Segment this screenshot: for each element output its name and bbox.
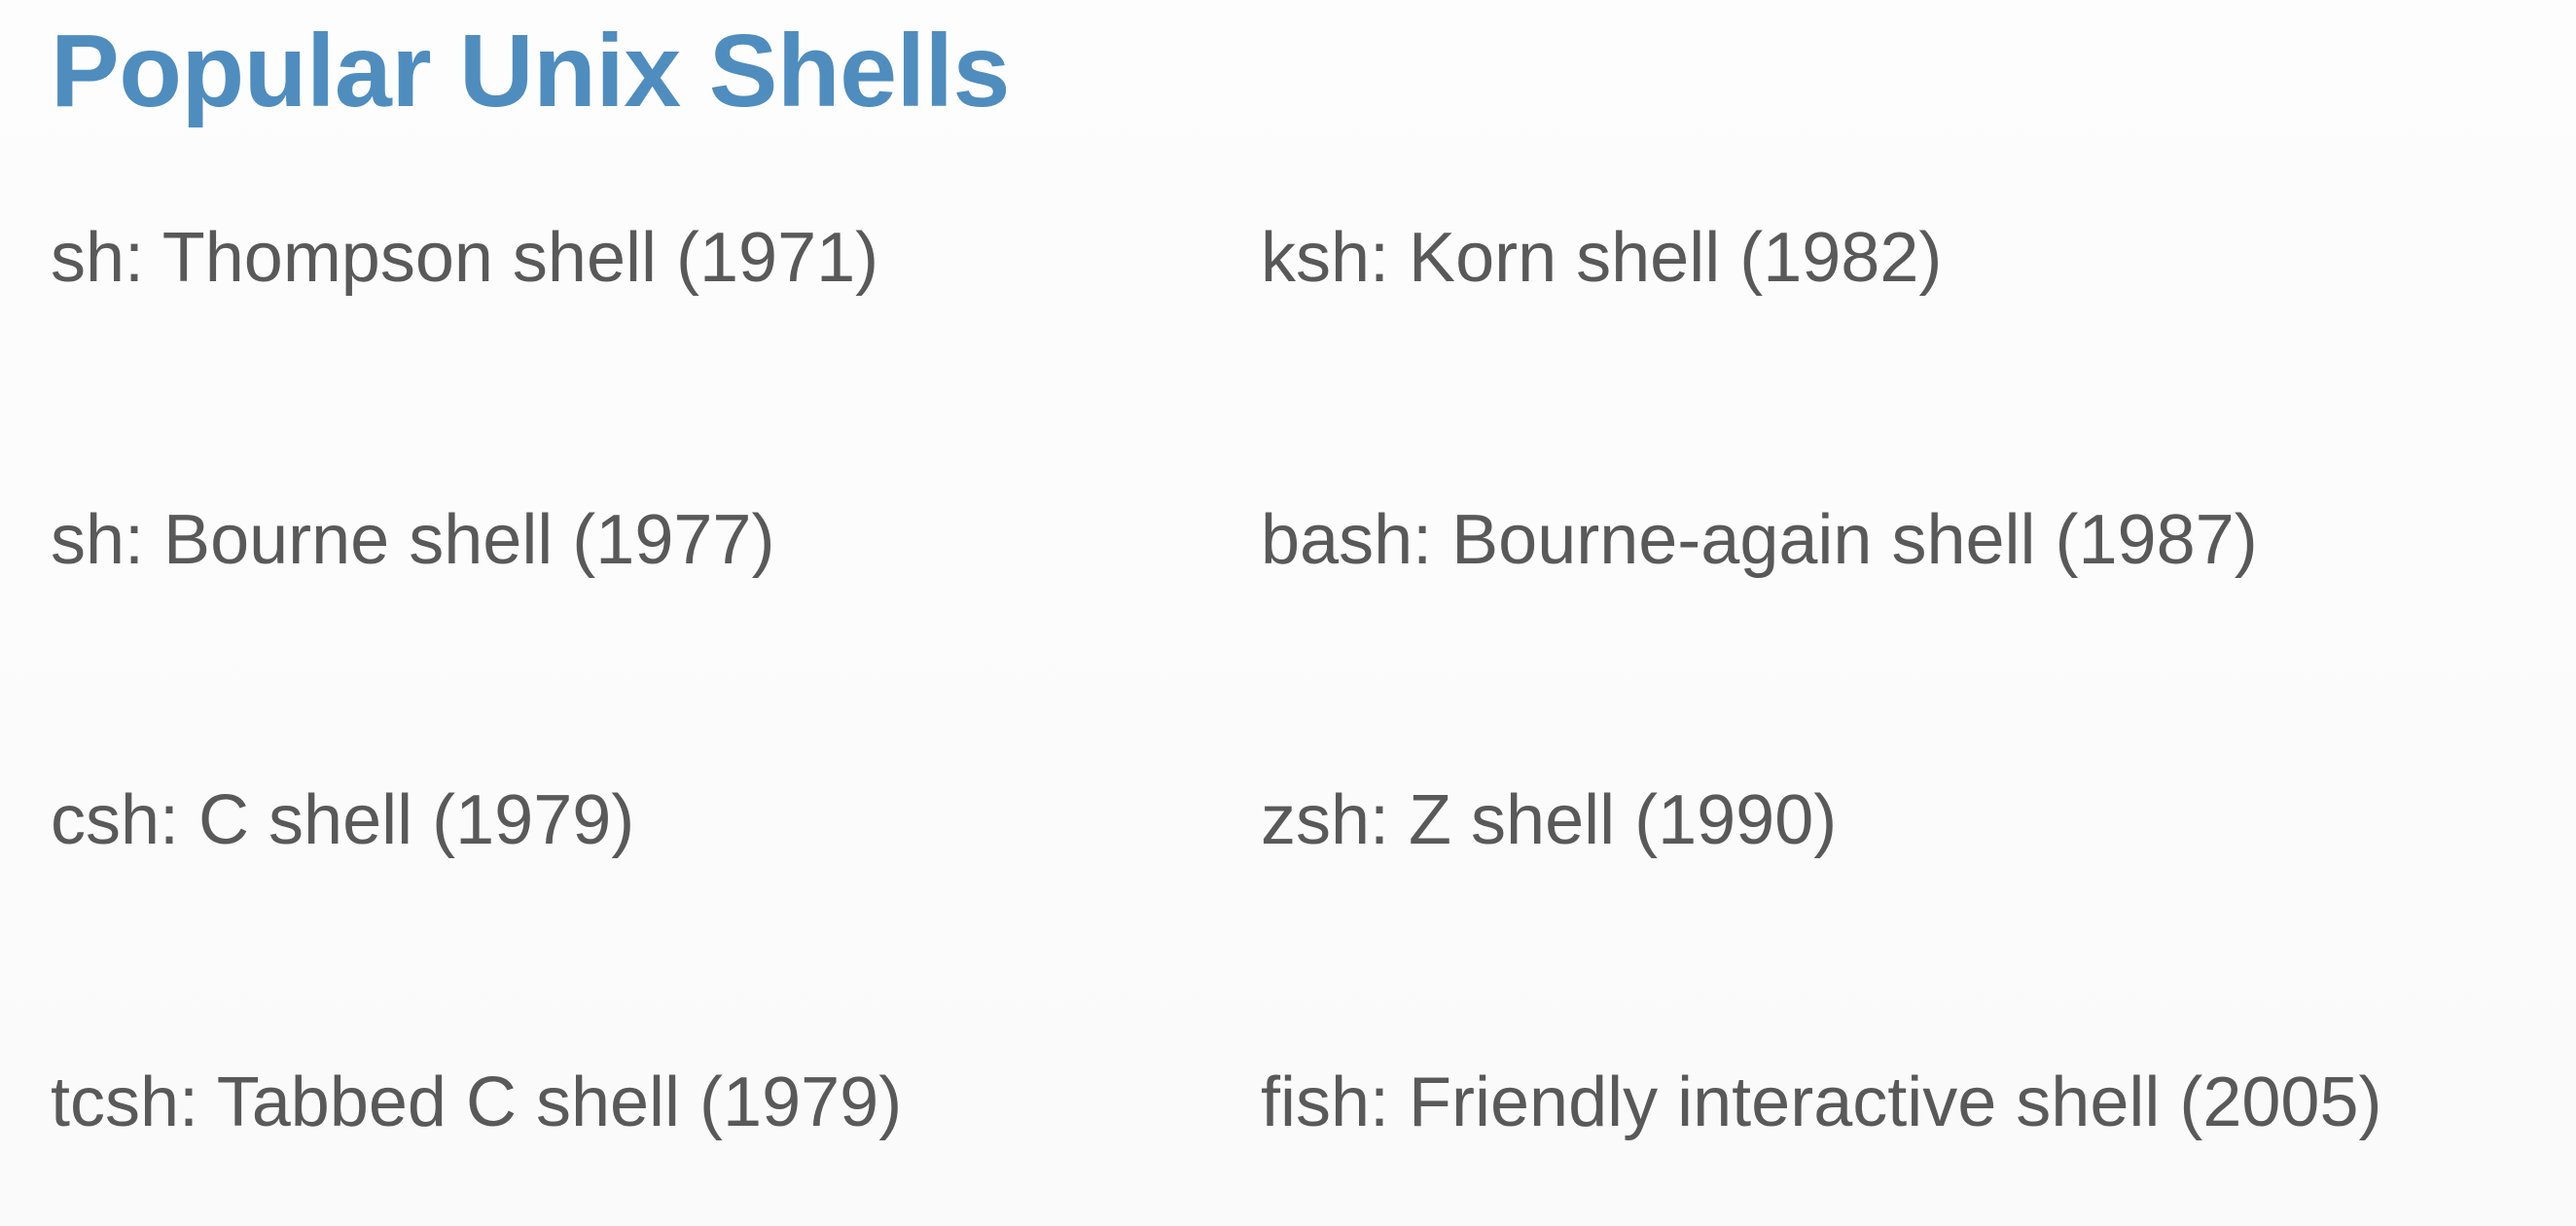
shell-item-sh-thompson: sh: Thompson shell (1971) — [51, 219, 879, 297]
shell-item-zsh: zsh: Z shell (1990) — [1261, 781, 1838, 859]
slide-title: Popular Unix Shells — [51, 14, 1010, 128]
shell-item-bash: bash: Bourne-again shell (1987) — [1261, 501, 2258, 579]
shell-item-csh: csh: C shell (1979) — [51, 781, 635, 859]
shell-item-sh-bourne: sh: Bourne shell (1977) — [51, 501, 775, 579]
shell-item-ksh: ksh: Korn shell (1982) — [1261, 219, 1943, 297]
shell-item-tcsh: tcsh: Tabbed C shell (1979) — [51, 1064, 903, 1141]
shell-item-fish: fish: Friendly interactive shell (2005) — [1261, 1064, 2382, 1141]
